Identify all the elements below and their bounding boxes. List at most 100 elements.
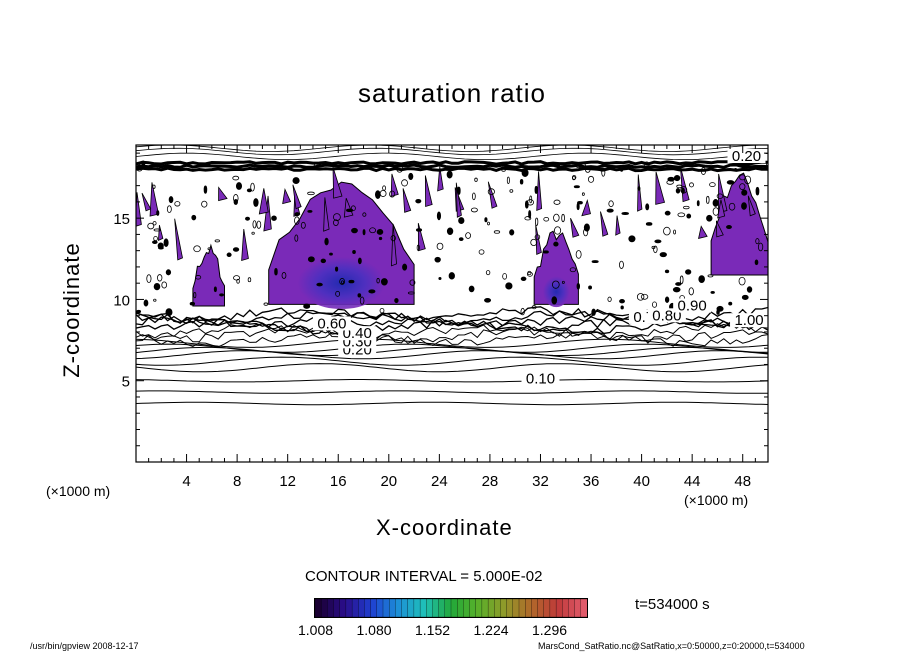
contour-speck (640, 293, 649, 300)
contour-speck (739, 174, 746, 181)
supersat-streak (332, 167, 343, 199)
contour-line (136, 326, 768, 344)
x-tick-label: 16 (330, 473, 347, 490)
colorbar-cell (382, 598, 390, 618)
supersat-streak (158, 225, 164, 242)
contour-speck (152, 221, 157, 226)
supersat-streak (637, 174, 643, 212)
colorbar-tick-label: 1.296 (532, 622, 568, 638)
contour-speck (339, 278, 346, 285)
contour-speck (712, 199, 719, 207)
contour-speck (710, 290, 715, 294)
contour-speck (458, 217, 465, 225)
contour-speck (509, 229, 515, 236)
contour-speck (446, 227, 454, 236)
contour-speck (716, 305, 724, 312)
contour-speck (706, 195, 710, 204)
contour-speck (245, 216, 250, 221)
contour-speck (666, 179, 674, 185)
contour-speck (416, 244, 420, 251)
contour-speck (664, 269, 670, 274)
colorbar-cell (574, 598, 582, 618)
supersat-streak (174, 218, 183, 261)
supersat-streak (218, 186, 228, 202)
colorbar-cell (314, 598, 322, 618)
contour-speck (571, 175, 577, 180)
supersat-streak (391, 223, 397, 267)
colorbar-cell (549, 598, 557, 618)
contour-speck (659, 252, 667, 258)
colorbar-tick-label: 1.224 (473, 622, 509, 638)
contour-speck (561, 213, 565, 223)
contour-speck (362, 229, 366, 236)
colorbar-cell (401, 598, 409, 618)
x-tick-label: 32 (532, 473, 549, 490)
contour-speck (485, 270, 491, 276)
contour-speck (551, 296, 558, 305)
contour-speck (620, 305, 624, 310)
supersat-streak (715, 220, 724, 238)
contour-speck (219, 293, 224, 297)
contour-speck (553, 213, 560, 222)
supersat-streak (402, 188, 412, 213)
contour-speck (348, 279, 355, 284)
colorbar-cell (376, 598, 384, 618)
contour-speck (506, 176, 510, 184)
contour-speck (379, 307, 385, 314)
contour-speck (376, 228, 384, 235)
contour-speck (434, 256, 441, 263)
contour-speck (351, 227, 358, 234)
contour-speck (505, 282, 513, 290)
contour-speck (653, 245, 658, 254)
colorbar-cell (395, 598, 402, 618)
contour-line (136, 379, 768, 383)
contour-label-bg (521, 371, 560, 386)
contour-speck (253, 198, 259, 207)
contour-speck (587, 175, 595, 183)
supersat-streak (698, 225, 708, 239)
contour-speck (235, 182, 243, 190)
colorbar-cell (512, 598, 520, 618)
contour-interval: CONTOUR INTERVAL = 5.000E-02 (305, 568, 543, 585)
contour-speck (436, 242, 444, 251)
contour-label-bg (727, 149, 766, 164)
contour-speck (581, 192, 585, 196)
contour-speck (294, 212, 300, 217)
contour-band (136, 160, 768, 166)
contour-speck (213, 286, 217, 293)
contour-speck (247, 277, 252, 283)
contour-speck (408, 172, 414, 180)
contour-speck (252, 220, 257, 229)
x-tick-label: 20 (380, 473, 397, 490)
contour-speck (409, 279, 416, 286)
contour-speck (576, 202, 580, 211)
supersat-streak (292, 184, 302, 210)
supersat-streak (600, 211, 609, 237)
contour-speck (335, 290, 341, 297)
contour-line (136, 346, 768, 356)
x-tick-label: 24 (431, 473, 448, 490)
contour-speck (526, 271, 533, 277)
contour-speck (709, 182, 716, 188)
contour-speck (233, 194, 239, 203)
contour-speck (636, 293, 645, 301)
contour-speck (664, 210, 671, 216)
contour-speck (193, 292, 197, 299)
contour-speck (152, 240, 158, 244)
contour-speck (147, 222, 155, 230)
contour-line (136, 401, 768, 406)
colorbar-cell (494, 598, 501, 618)
contour-speck (519, 178, 524, 185)
x-axis-label: X-coordinate (376, 515, 513, 540)
contour-speck (621, 211, 629, 216)
contour-speck (675, 187, 681, 194)
supersat-streak (241, 229, 249, 262)
contour-speck (456, 186, 461, 195)
contour-speck (303, 303, 311, 309)
y-axis-label: Z-coordinate (59, 242, 84, 378)
contour-speck (683, 205, 690, 210)
colorbar-cell (500, 598, 508, 618)
x-tick-label: 48 (734, 473, 751, 490)
contour-speck (712, 207, 720, 216)
